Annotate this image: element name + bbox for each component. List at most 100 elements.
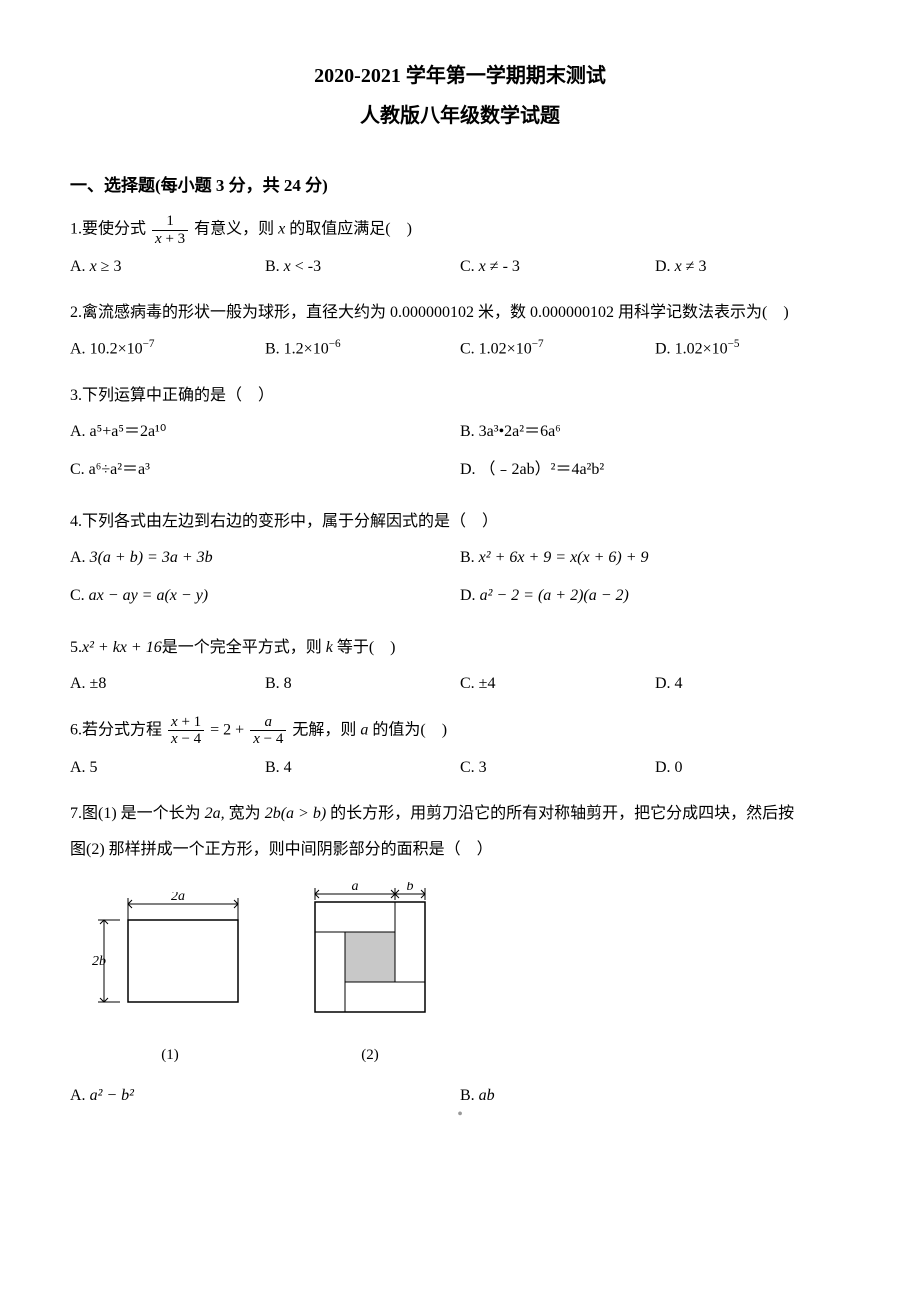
q1-opt-d-tail: ≠ 3 [682,258,707,275]
q3-opt-c: C. a⁶÷a²＝a³ [70,454,460,486]
q4-opt-c: C. ax − ay = a(x − y) [70,580,460,612]
question-2-text: 2.禽流感病毒的形状一般为球形，直径大约为 0.000000102 米，数 0.… [70,297,850,329]
q1-frac-den-tail: + 3 [162,231,185,247]
q6-f2d-var: x [253,731,260,747]
q7-opt-a-label: A. [70,1087,90,1104]
q3-opt-a: A. a⁵+a⁵＝2a¹⁰ [70,416,460,448]
q6-frac1-den: x − 4 [168,731,204,748]
question-6-text: 6.若分式方程 x + 1 x − 4 = 2 + a x − 4 无解，则 a… [70,714,850,748]
q7-l1-pre: 7.图(1) 是一个长为 [70,805,205,822]
q1-opt-c-var: x [479,258,486,275]
q3-options: A. a⁵+a⁵＝2a¹⁰ B. 3a³•2a²＝6a⁶ C. a⁶÷a²＝a³… [70,416,850,492]
q1-prefix: 1.要使分式 [70,221,146,238]
q6-opt-c: C. 3 [460,752,655,784]
q4-opt-b: B. x² + 6x + 9 = x(x + 6) + 9 [460,542,850,574]
question-6: 6.若分式方程 x + 1 x − 4 = 2 + a x − 4 无解，则 a… [70,714,850,784]
q6-mid: = 2 + [210,721,248,738]
q1-opt-d: D. x ≠ 3 [655,251,850,283]
svg-text:b: b [407,882,414,894]
q1-options: A. x ≥ 3 B. x < -3 C. x ≠ - 3 D. x ≠ 3 [70,251,850,283]
q5-suffix: 是一个完全平方式，则 k 等于( ) [162,639,396,656]
question-7-text-1: 7.图(1) 是一个长为 2a, 宽为 2b(a > b) 的长方形，用剪刀沿它… [70,798,850,830]
q6-f1n-var: x [171,714,178,730]
q1-opt-b-var: x [284,258,291,275]
q3-opt-b: B. 3a³•2a²＝6a⁶ [460,416,850,448]
question-7: 7.图(1) 是一个长为 2a, 宽为 2b(a > b) 的长方形，用剪刀沿它… [70,798,850,1118]
question-5: 5.x² + kx + 16是一个完全平方式，则 k 等于( ) A. ±8 B… [70,632,850,700]
q7-opt-b-label: B. [460,1087,479,1104]
q7-fig2-svg: a b [300,882,440,1022]
q6-suffix: 无解，则 a 的值为( ) [292,721,447,738]
q1-opt-b: B. x < -3 [265,251,460,283]
question-1-text: 1.要使分式 1 x + 3 有意义，则 x 的取值应满足( ) [70,213,850,247]
q2-opt-c-label: C. [460,341,479,358]
q1-opt-a-var: x [90,258,97,275]
q5-options: A. ±8 B. 8 C. ±4 D. 4 [70,668,850,700]
question-3: 3.下列运算中正确的是（ ） A. a⁵+a⁵＝2a¹⁰ B. 3a³•2a²＝… [70,380,850,492]
q1-opt-b-tail: < -3 [291,258,321,275]
q4-opt-d: D. a² − 2 = (a + 2)(a − 2) [460,580,850,612]
q6-frac-1: x + 1 x − 4 [168,714,204,748]
q5-opt-d: D. 4 [655,668,850,700]
q6-frac2-den: x − 4 [250,731,286,748]
question-2: 2.禽流感病毒的形状一般为球形，直径大约为 0.000000102 米，数 0.… [70,297,850,365]
q2-opt-c-exp: −7 [532,338,544,350]
q1-opt-a-label: A. [70,258,90,275]
q2-options: A. 10.2×10−7 B. 1.2×10−6 C. 1.02×10−7 D.… [70,333,850,365]
q4-opt-b-label: B. [460,549,479,566]
q1-opt-b-label: B. [265,258,284,275]
q4-opt-d-expr: a² − 2 = (a + 2)(a − 2) [480,587,629,604]
q2-opt-c-base: 1.02×10 [479,341,532,358]
q7-l1-mid: 宽为 [225,805,265,822]
q7-opt-a: A. a² − b² [70,1080,460,1112]
question-1: 1.要使分式 1 x + 3 有意义，则 x 的取值应满足( ) A. x ≥ … [70,213,850,283]
q1-fraction: 1 x + 3 [152,213,188,247]
q1-frac-den-var: x [155,231,162,247]
page-subtitle: 人教版八年级数学试题 [70,100,850,132]
q6-f1n-tail: + 1 [178,714,201,730]
q7-figure-2: a b (2) [300,882,440,1070]
q2-opt-a-base: 10.2×10 [90,341,143,358]
question-4-text: 4.下列各式由左边到右边的变形中，属于分解因式的是（ ） [70,506,850,538]
q1-opt-d-label: D. [655,258,675,275]
section-1-heading: 一、选择题(每小题 3 分，共 24 分) [70,172,850,199]
q7-l1-post: 的长方形，用剪刀沿它的所有对称轴剪开，把它分成四块，然后按 [326,805,794,822]
q6-frac-2: a x − 4 [250,714,286,748]
q1-opt-c: C. x ≠ - 3 [460,251,655,283]
q4-opt-a-expr: 3(a + b) = 3a + 3b [90,549,213,566]
q3-opt-d: D. （﹣2ab）²＝4a²b² [460,454,850,486]
q1-suffix: 有意义，则 x 的取值应满足( ) [194,221,412,238]
q2-opt-a: A. 10.2×10−7 [70,333,265,365]
q1-frac-den: x + 3 [152,231,188,248]
q2-opt-d-base: 1.02×10 [675,341,728,358]
q1-opt-c-tail: ≠ - 3 [486,258,520,275]
q1-opt-a: A. x ≥ 3 [70,251,265,283]
q7-fig1-svg: 2a 2b [90,892,250,1022]
q6-prefix: 6.若分式方程 [70,721,162,738]
q4-opt-b-expr: x² + 6x + 9 = x(x + 6) + 9 [479,549,649,566]
q7-l1-e2: 2b(a > b) [265,805,326,822]
q2-opt-b-label: B. [265,341,284,358]
q5-opt-a: A. ±8 [70,668,265,700]
q5-opt-c: C. ±4 [460,668,655,700]
q6-frac2-num: a [250,714,286,732]
q6-frac1-num: x + 1 [168,714,204,732]
page-title: 2020-2021 学年第一学期期末测试 [70,60,850,92]
q2-opt-d-exp: −5 [728,338,740,350]
q1-opt-a-tail: ≥ 3 [97,258,122,275]
q1-opt-c-label: C. [460,258,479,275]
svg-text:a: a [352,882,359,894]
q7-fig1-caption: (1) [90,1040,250,1070]
q6-options: A. 5 B. 4 C. 3 D. 0 [70,752,850,784]
q4-opt-a: A. 3(a + b) = 3a + 3b [70,542,460,574]
q2-opt-d: D. 1.02×10−5 [655,333,850,365]
q5-expr: x² + kx + 16 [82,639,162,656]
q7-opt-a-expr: a² − b² [90,1087,134,1104]
q6-f2d-tail: − 4 [260,731,283,747]
q2-opt-a-label: A. [70,341,90,358]
q2-opt-b-base: 1.2×10 [284,341,329,358]
q1-frac-num: 1 [152,213,188,231]
q6-f1d-var: x [171,731,178,747]
q4-opt-a-label: A. [70,549,90,566]
q6-opt-a: A. 5 [70,752,265,784]
